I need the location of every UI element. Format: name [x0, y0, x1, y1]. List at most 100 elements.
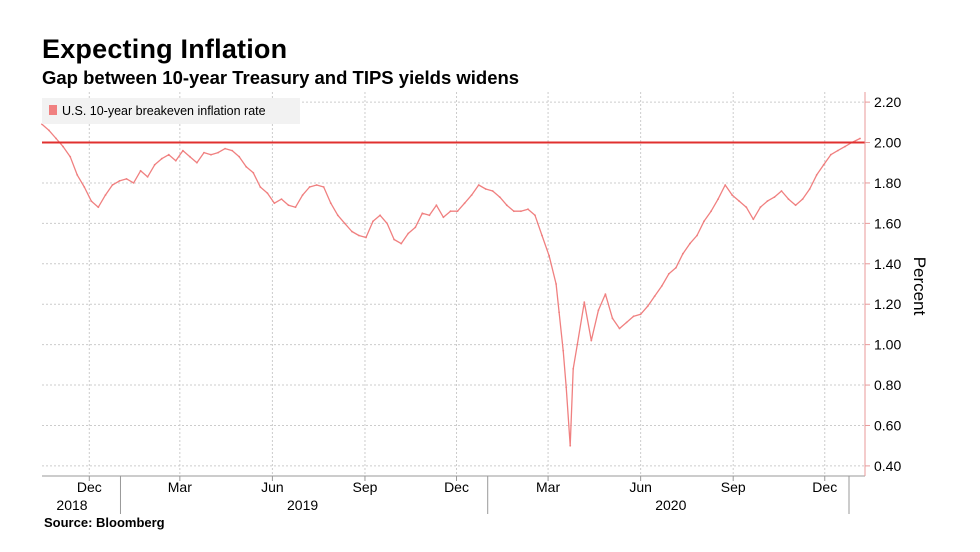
data-point: [146, 176, 149, 178]
data-point: [294, 206, 297, 209]
legend: U.S. 10-year breakeven inflation rate: [42, 98, 300, 124]
data-point: [541, 234, 543, 237]
data-point: [76, 174, 79, 176]
data-point: [329, 202, 332, 205]
data-point: [182, 149, 184, 152]
data-point: [125, 178, 128, 180]
data-point: [527, 208, 529, 211]
data-point: [238, 155, 241, 158]
data-point: [632, 315, 635, 318]
data-point: [351, 230, 353, 233]
data-point: [565, 386, 568, 388]
data-point: [231, 149, 234, 152]
data-point: [590, 339, 593, 342]
data-point: [308, 186, 311, 188]
x-tick-label: Jun: [261, 479, 284, 495]
data-point: [498, 196, 501, 199]
year-label: 2020: [655, 497, 686, 513]
data-point: [724, 184, 727, 186]
data-point: [773, 196, 776, 199]
y-tick-label: 1.00: [874, 337, 901, 353]
data-point: [343, 222, 346, 225]
data-point: [780, 190, 783, 192]
data-point: [766, 200, 769, 203]
data-point: [83, 186, 86, 188]
series-layer: [41, 123, 861, 447]
data-point: [738, 200, 741, 203]
data-point: [505, 204, 508, 207]
data-point: [470, 194, 473, 197]
data-point: [555, 283, 557, 285]
data-point: [625, 321, 628, 324]
data-point: [675, 266, 677, 269]
data-point: [400, 242, 403, 245]
data-point: [118, 180, 121, 182]
data-point: [414, 226, 417, 229]
year-label: 2018: [56, 497, 87, 513]
data-point: [153, 163, 156, 166]
axis-layer: 2.20 2.00 1.80 1.60 1.40 1.20 1.00 0.80 0.60 0.40…: [42, 92, 901, 514]
data-point: [336, 214, 339, 217]
y-tick-label: 0.80: [874, 377, 901, 393]
data-point: [477, 184, 480, 186]
data-point: [139, 169, 142, 172]
data-point: [759, 206, 762, 209]
data-point: [844, 145, 846, 148]
data-point: [435, 204, 438, 207]
data-point: [653, 295, 656, 297]
data-point: [513, 210, 515, 213]
data-point: [836, 149, 839, 152]
data-point: [245, 165, 248, 168]
data-point: [273, 202, 276, 205]
data-point: [463, 202, 466, 205]
data-point: [752, 218, 755, 221]
chart-subtitle: Gap between 10-year Treasury and TIPS yi…: [42, 67, 520, 88]
data-point: [358, 234, 360, 237]
data-point: [682, 252, 684, 255]
data-point: [442, 216, 445, 219]
data-point: [618, 327, 621, 330]
y-tick-label: 1.60: [874, 215, 901, 231]
y-tick-label: 2.00: [874, 135, 901, 151]
data-point: [196, 161, 198, 164]
data-point: [534, 214, 536, 217]
x-tick-label: Mar: [168, 479, 192, 495]
data-point: [259, 186, 262, 188]
data-point: [667, 273, 670, 275]
data-point: [576, 343, 579, 346]
legend-background: [42, 98, 300, 124]
y-tick-label: 1.40: [874, 256, 901, 272]
data-point: [859, 137, 861, 140]
x-tick-label: Sep: [721, 479, 746, 495]
data-point: [160, 157, 163, 160]
data-point: [731, 194, 734, 197]
data-point: [829, 153, 832, 156]
data-point: [421, 212, 424, 215]
year-label: 2019: [287, 497, 318, 513]
data-point: [90, 200, 93, 203]
chart-title: Expecting Inflation: [42, 34, 288, 64]
data-point: [280, 198, 283, 201]
legend-label: U.S. 10-year breakeven inflation rate: [62, 104, 266, 118]
x-tick-label: Dec: [77, 479, 102, 495]
data-point: [562, 349, 565, 352]
y-tick-label: 0.60: [874, 417, 901, 433]
data-point: [456, 210, 459, 213]
data-point: [407, 232, 410, 235]
data-point: [428, 214, 431, 217]
data-point: [717, 198, 719, 201]
data-point: [55, 137, 57, 140]
data-point: [69, 155, 72, 158]
data-point: [379, 214, 381, 217]
data-point: [787, 198, 790, 201]
grid-layer: [42, 92, 865, 476]
data-point: [572, 368, 575, 370]
x-tick-label: Mar: [536, 479, 560, 495]
data-point: [569, 444, 572, 447]
y-tick-label: 2.20: [874, 94, 901, 110]
data-point: [548, 254, 550, 257]
data-point: [604, 293, 607, 295]
source-note: Source: Bloomberg: [44, 515, 165, 530]
y-tick-label: 1.80: [874, 175, 901, 191]
